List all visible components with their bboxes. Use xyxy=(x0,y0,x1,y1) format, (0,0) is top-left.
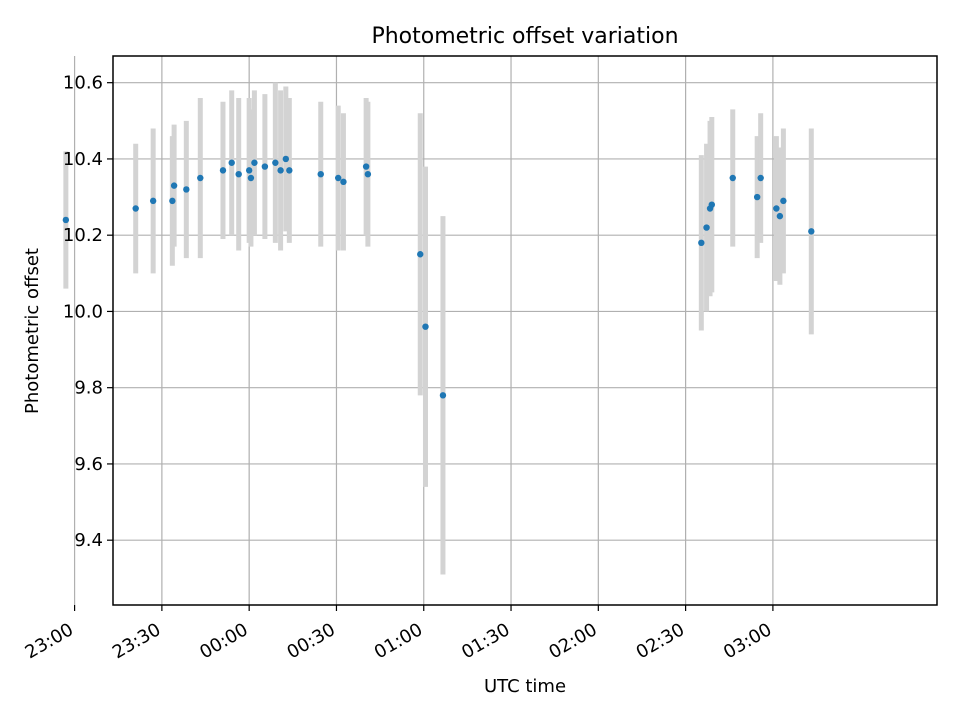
data-point-12 xyxy=(251,159,258,166)
data-point-17 xyxy=(286,167,293,174)
data-point-27 xyxy=(703,224,710,231)
data-point-7 xyxy=(219,167,227,174)
data-point-30 xyxy=(729,174,736,182)
chart-title: Photometric offset variation xyxy=(371,24,678,49)
data-point-15 xyxy=(277,167,284,174)
data-point-0 xyxy=(62,216,70,224)
data-point-21 xyxy=(362,163,370,170)
data-point-19 xyxy=(335,174,342,182)
y-tick-label-5: 10.4 xyxy=(63,149,103,170)
data-point-34 xyxy=(776,212,784,220)
data-point-16 xyxy=(282,155,290,163)
data-point-29 xyxy=(708,201,715,208)
x-axis-label: UTC time xyxy=(484,676,566,697)
plot-frame xyxy=(112,55,938,606)
data-point-35 xyxy=(780,197,787,205)
data-point-20 xyxy=(340,178,347,186)
y-tick-label-0: 9.4 xyxy=(74,530,103,551)
y-tick-label-6: 10.6 xyxy=(63,73,103,94)
data-points xyxy=(62,155,815,399)
data-point-4 xyxy=(170,182,178,189)
data-point-36 xyxy=(808,228,815,235)
data-point-25 xyxy=(439,392,447,399)
data-point-6 xyxy=(197,174,204,182)
y-axis-ticks: 9.4 9.6 9.8 10.0 10.2 10.4 10.6 xyxy=(63,73,113,551)
data-point-31 xyxy=(753,193,761,201)
data-point-18 xyxy=(317,170,324,178)
y-tick-label-1: 9.6 xyxy=(74,454,103,475)
y-tick-label-2: 9.8 xyxy=(74,378,103,399)
data-point-22 xyxy=(364,170,372,178)
data-point-32 xyxy=(757,174,764,182)
data-point-3 xyxy=(169,197,176,205)
y-tick-label-4: 10.2 xyxy=(63,225,103,246)
data-point-33 xyxy=(773,205,780,212)
data-point-24 xyxy=(422,323,429,330)
data-point-11 xyxy=(247,174,255,182)
data-point-14 xyxy=(272,159,279,166)
data-point-2 xyxy=(149,197,157,205)
data-point-8 xyxy=(228,159,235,166)
data-point-5 xyxy=(183,186,190,193)
data-point-9 xyxy=(235,170,242,178)
y-axis-label: Photometric offset xyxy=(22,248,43,414)
data-point-23 xyxy=(417,251,424,258)
y-tick-label-3: 10.0 xyxy=(63,301,103,322)
data-point-26 xyxy=(698,239,705,247)
data-point-1 xyxy=(132,205,139,212)
data-point-13 xyxy=(261,163,269,170)
data-point-10 xyxy=(245,167,253,174)
